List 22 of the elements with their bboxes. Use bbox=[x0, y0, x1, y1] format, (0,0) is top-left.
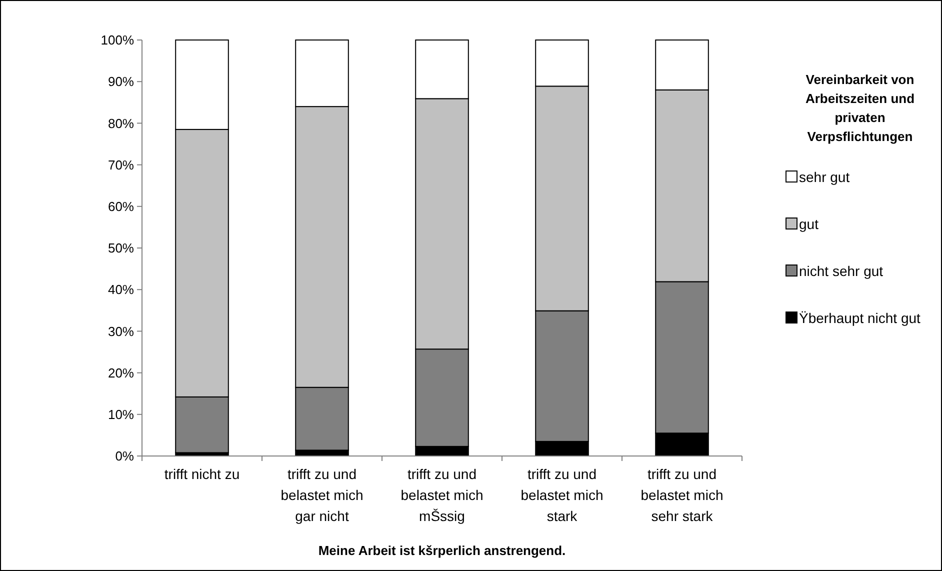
legend-label: Ÿberhaupt nicht gut bbox=[799, 310, 921, 326]
x-tick-label: trifft zu und belastet mich sehr stark bbox=[640, 466, 724, 524]
x-axis-title: Meine Arbeit ist kšrperlich anstrengend. bbox=[318, 543, 566, 558]
legend-label: sehr gut bbox=[799, 168, 850, 185]
legend-label: gut bbox=[799, 216, 819, 232]
y-tick-label: 20% bbox=[108, 365, 134, 380]
legend-label: nicht sehr gut bbox=[799, 262, 884, 279]
x-tick-label: trifft zu und belastet mich gar nicht bbox=[280, 466, 364, 524]
y-tick-label: 50% bbox=[108, 240, 134, 256]
x-tick-label: trifft nicht zu bbox=[164, 466, 240, 482]
y-tick-label: 70% bbox=[108, 157, 134, 172]
y-tick-label: 60% bbox=[108, 198, 134, 214]
x-tick-label: trifft zu und belastet mich mŠssig bbox=[400, 466, 484, 524]
y-tick-label: 80% bbox=[108, 116, 134, 131]
y-tick-label: 40% bbox=[108, 282, 134, 298]
y-tick-label: 100% bbox=[100, 32, 134, 48]
legend-title: Vereinbarkeit von Arbeitszeiten und privaten Verpsflichtungen bbox=[805, 72, 915, 144]
x-tick-label: trifft zu und belastet mich stark bbox=[520, 466, 604, 524]
y-tick-label: 0% bbox=[115, 448, 134, 464]
y-tick-label: 90% bbox=[108, 74, 134, 90]
y-tick-label: 10% bbox=[108, 406, 134, 422]
y-tick-label: 30% bbox=[108, 324, 134, 339]
